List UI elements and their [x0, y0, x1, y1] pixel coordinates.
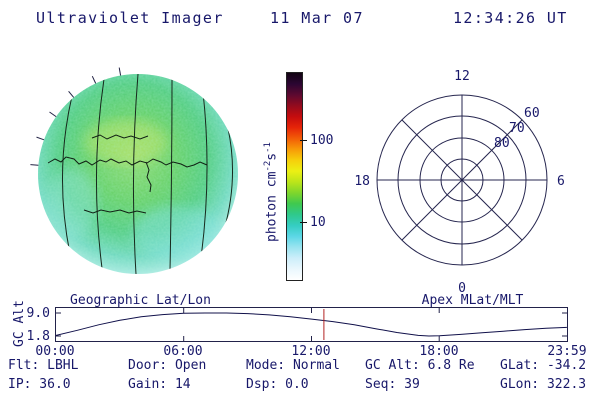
- gc-alt-curve: [55, 312, 567, 337]
- polar-grid: [376, 94, 548, 266]
- app-title: Ultraviolet Imager: [36, 9, 224, 27]
- colorbar-exp2: -1: [263, 142, 273, 153]
- mlat-label-60: 60: [524, 106, 540, 121]
- xtick-0600: 06:00: [163, 344, 203, 359]
- apex-polar-plot: 12 0 18 6 60 70 80: [354, 69, 565, 296]
- colorbar-label-mid: s: [264, 152, 280, 161]
- disk-noise-texture: [38, 74, 238, 274]
- status-dsp: Dsp: 0.0: [246, 377, 309, 392]
- colorbar-tick-lower: 10: [310, 215, 326, 230]
- xtick-2359: 23:59: [547, 344, 587, 359]
- colorbar-tick-upper: 100: [310, 133, 334, 148]
- status-seq: Seq: 39: [365, 377, 420, 392]
- status-ip: IP: 36.0: [8, 377, 71, 392]
- xtick-1200: 12:00: [291, 344, 331, 359]
- colorbar-exp1: -2: [263, 160, 273, 172]
- mlat-label-80: 80: [494, 136, 510, 151]
- xtick-0000: 00:00: [35, 344, 75, 359]
- mlt-label-18: 18: [354, 174, 370, 189]
- date-label: 11 Mar 07: [270, 9, 364, 27]
- status-door: Door: Open: [128, 358, 207, 373]
- status-gain: Gain: 14: [128, 377, 191, 392]
- gc-alt-ytick-top: 9.0: [26, 306, 50, 321]
- gc-alt-axis-ticks: [56, 308, 567, 341]
- limb-tick-marks: [30, 67, 122, 166]
- time-label: 12:34:26 UT: [453, 9, 568, 27]
- colorbar-tick-lower-mark: [300, 222, 307, 223]
- colorbar-gradient: [286, 72, 303, 281]
- coastlines: [47, 134, 208, 214]
- colorbar-tick-upper-mark: [300, 140, 307, 141]
- earth-disk-image: [30, 67, 238, 274]
- gc-alt-plot-frame: [55, 307, 568, 342]
- status-mode: Mode: Normal: [246, 358, 340, 373]
- disk-caption: Geographic Lat/Lon: [70, 293, 211, 308]
- colorbar-label: photon cm-2s-1: [263, 142, 279, 242]
- status-gcalt: GC Alt: 6.8 Re: [365, 358, 475, 373]
- polar-caption: Apex MLat/MLT: [421, 293, 524, 308]
- xtick-1800: 18:00: [419, 344, 459, 359]
- mlt-label-12: 12: [454, 69, 470, 84]
- mlt-label-0: 0: [458, 281, 466, 296]
- colorbar-label-text: photon cm: [264, 171, 280, 242]
- status-glon: GLon: 322.3: [500, 377, 587, 392]
- status-flt: Flt: LBHL: [8, 358, 79, 373]
- mlat-label-70: 70: [509, 121, 525, 136]
- gc-alt-plot: [55, 308, 567, 341]
- mlt-label-6: 6: [557, 174, 565, 189]
- gc-alt-ytick-bottom: 1.8: [26, 329, 50, 344]
- status-glat: GLat: -34.2: [500, 358, 587, 373]
